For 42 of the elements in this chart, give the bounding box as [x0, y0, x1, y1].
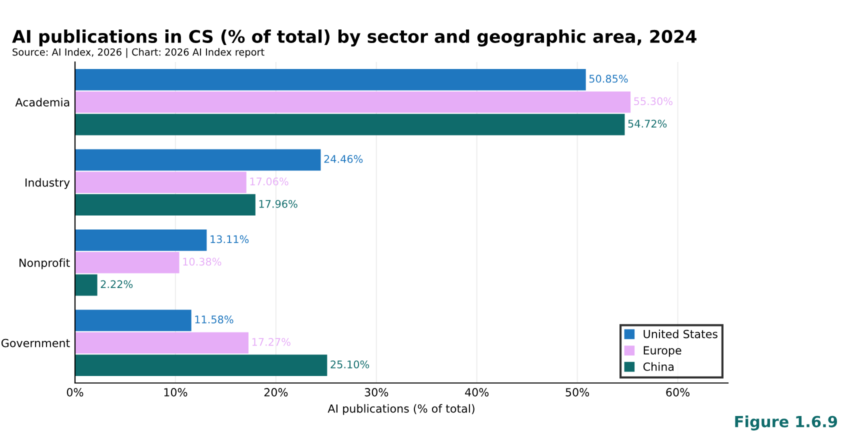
- data-label: 17.96%: [259, 200, 298, 208]
- x-tick-label: 40%: [465, 388, 489, 396]
- bar: [75, 229, 207, 251]
- bar: [75, 332, 248, 354]
- data-label: 25.10%: [330, 360, 370, 368]
- x-tick-label: 20%: [264, 388, 288, 396]
- bar: [75, 194, 256, 216]
- bar: [75, 114, 625, 136]
- caption: Figure 1.6.9: [735, 416, 838, 430]
- chart-title: AI publications in CS (% of total) by sector and geographic area, 2024: [12, 30, 696, 46]
- legend-label: Europe: [644, 346, 682, 357]
- data-label: 17.27%: [252, 338, 290, 346]
- chart-subtitle: Source: AI Index, 2026 | Chart: 2026 AI Index report: [12, 48, 264, 58]
- x-tick-label: 0%: [66, 388, 84, 396]
- y-tick-label: Academia: [15, 98, 70, 107]
- data-label: 13.11%: [210, 235, 249, 244]
- bar: [75, 149, 321, 171]
- bar: [75, 252, 180, 274]
- legend-label: China: [643, 362, 674, 371]
- x-tick-label: 30%: [364, 388, 388, 396]
- y-tick-label: Industry: [26, 178, 70, 189]
- bar: [75, 172, 246, 194]
- data-label: 17.06%: [250, 178, 288, 186]
- bar: [75, 354, 328, 376]
- x-axis-title: AI publications (% of total): [328, 404, 474, 415]
- data-label: 54.72%: [628, 120, 667, 128]
- x-tick-label: 60%: [666, 388, 690, 396]
- data-label: 11.58%: [195, 316, 234, 324]
- data-label: 50.85%: [589, 74, 628, 83]
- x-tick-label: 50%: [566, 388, 590, 396]
- bar: [75, 68, 586, 90]
- y-tick-label: Nonprofit: [20, 258, 70, 270]
- bar: [75, 310, 192, 332]
- data-label: 24.46%: [324, 155, 363, 163]
- data-label: 10.38%: [183, 258, 222, 266]
- bar: [75, 91, 631, 113]
- y-tick-label: Government: [1, 338, 70, 348]
- legend-label: United States: [644, 330, 718, 338]
- data-label: 55.30%: [634, 97, 672, 106]
- x-tick-label: 10%: [164, 388, 188, 396]
- bar: [75, 274, 98, 296]
- data-label: 2.22%: [100, 280, 133, 288]
